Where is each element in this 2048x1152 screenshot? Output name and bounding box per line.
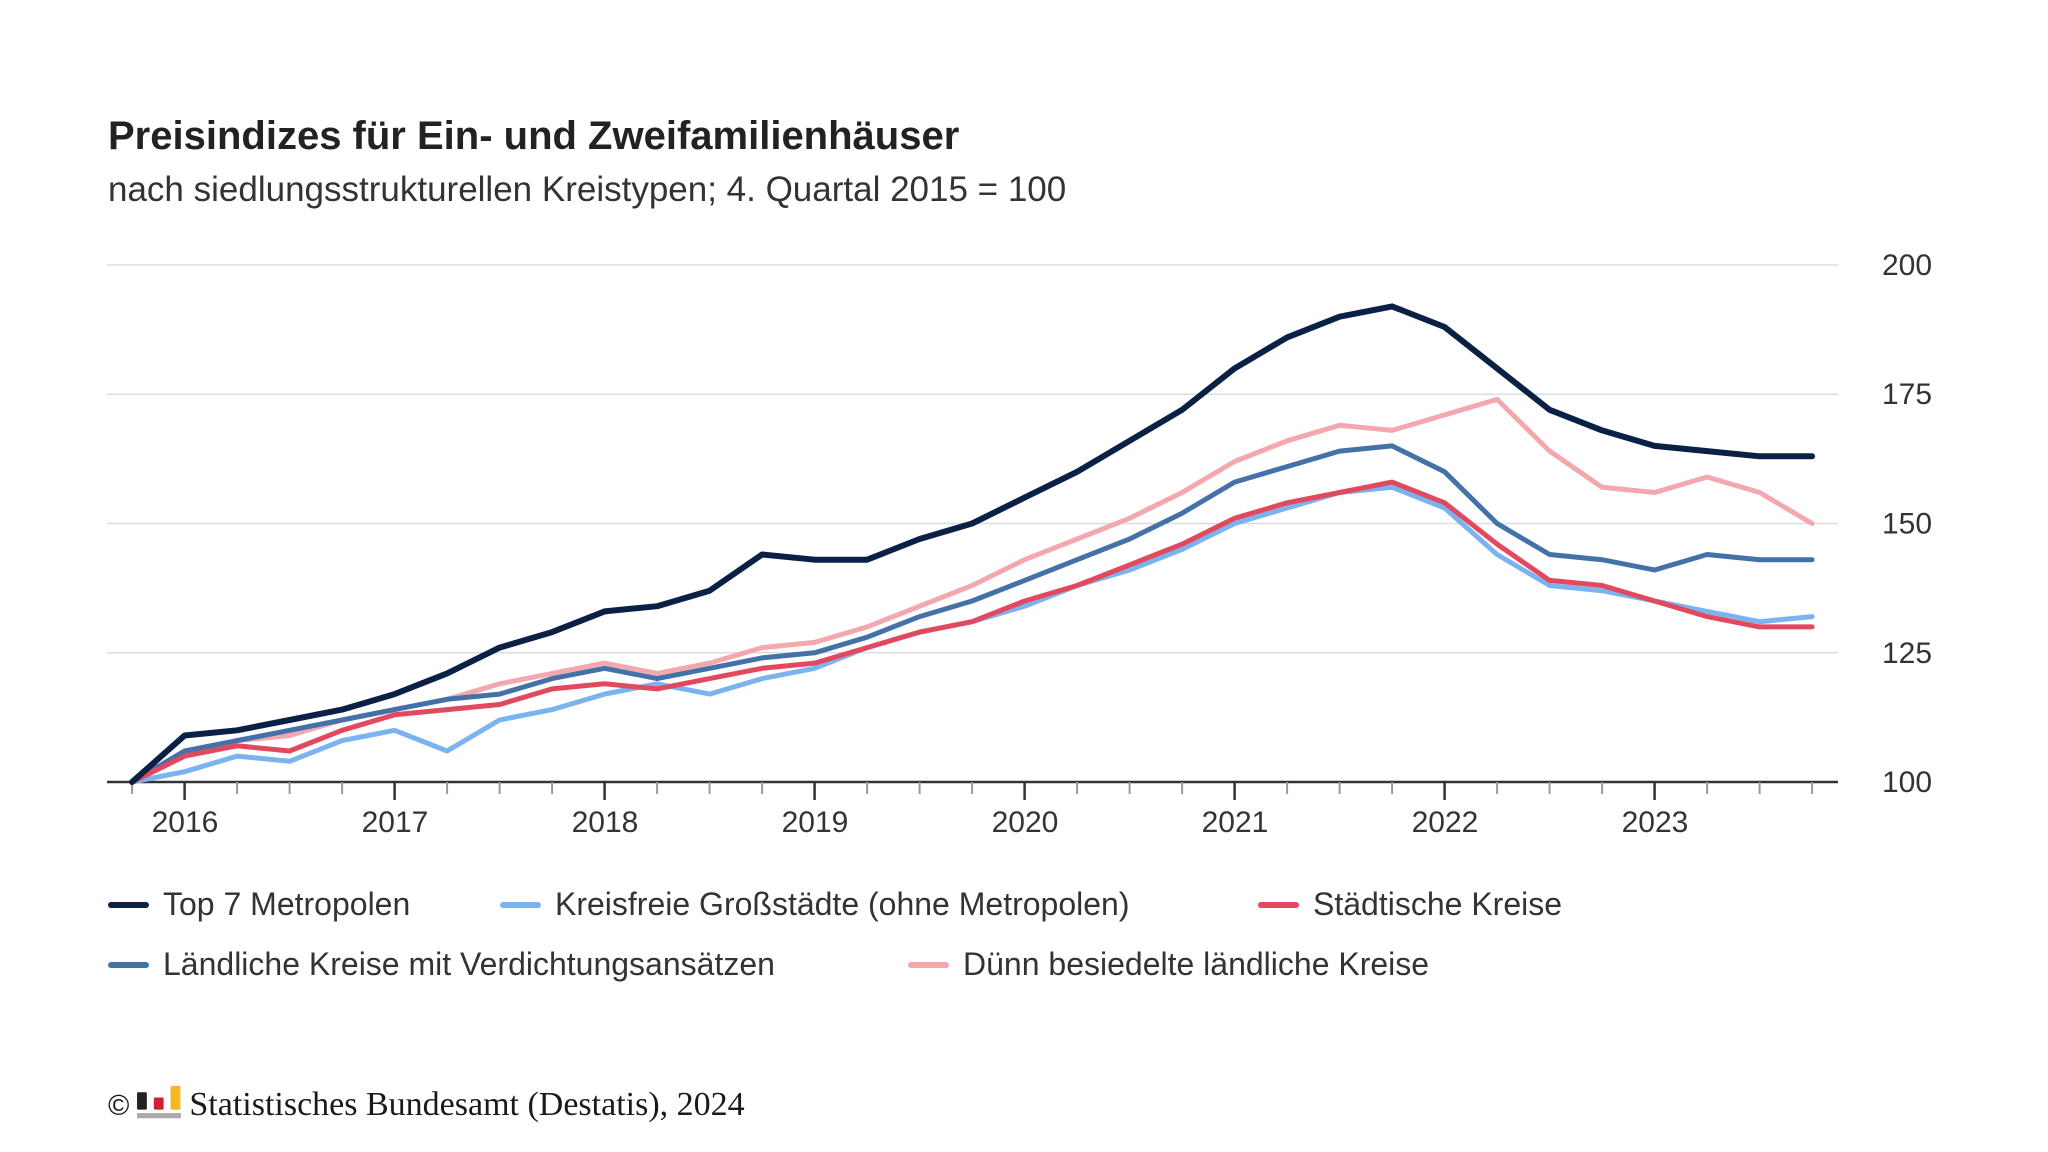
svg-text:2020: 2020 bbox=[992, 806, 1059, 839]
svg-text:150: 150 bbox=[1882, 508, 1932, 541]
svg-text:125: 125 bbox=[1882, 637, 1932, 670]
svg-text:2021: 2021 bbox=[1202, 806, 1269, 839]
svg-text:2018: 2018 bbox=[572, 806, 639, 839]
svg-text:2023: 2023 bbox=[1622, 806, 1689, 839]
svg-text:100: 100 bbox=[1882, 766, 1932, 799]
svg-text:2017: 2017 bbox=[362, 806, 429, 839]
svg-text:200: 200 bbox=[1882, 249, 1932, 282]
svg-text:2016: 2016 bbox=[152, 806, 219, 839]
svg-text:2019: 2019 bbox=[782, 806, 849, 839]
svg-text:175: 175 bbox=[1882, 378, 1932, 411]
svg-text:2022: 2022 bbox=[1412, 806, 1479, 839]
